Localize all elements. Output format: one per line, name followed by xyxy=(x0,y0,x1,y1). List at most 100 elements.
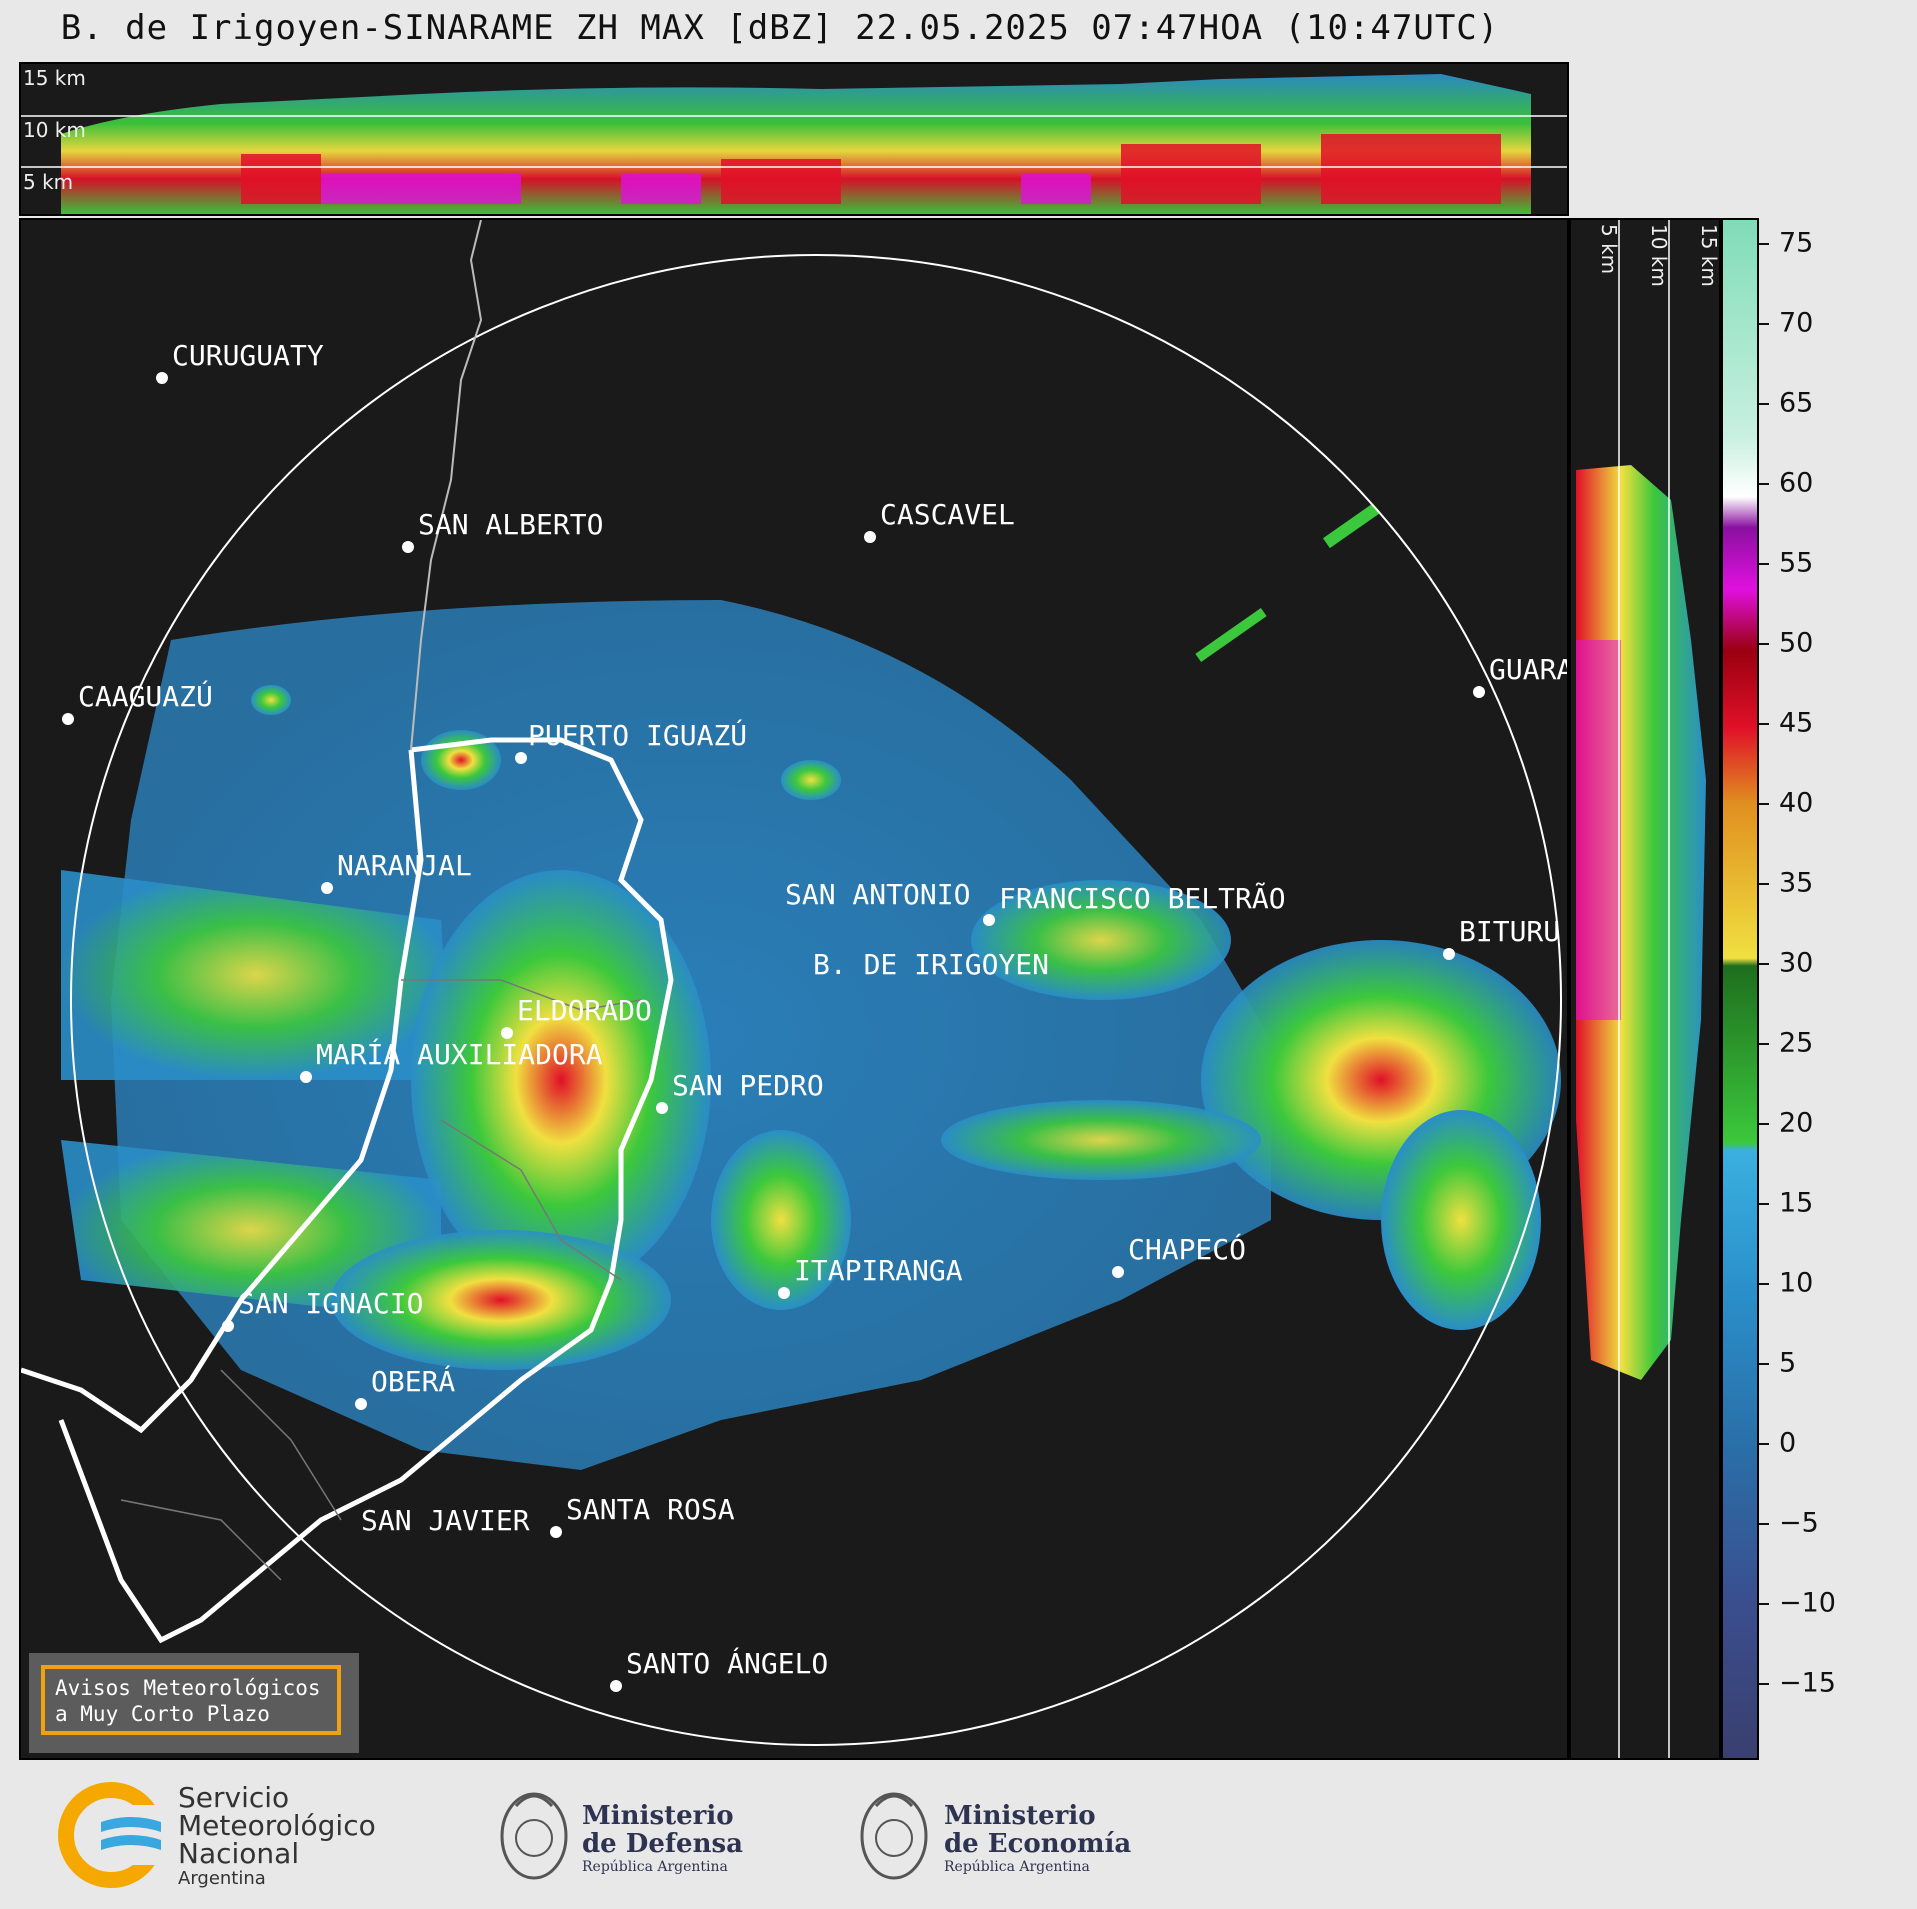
smn-logo-text: Servicio Meteorológico Nacional Argentin… xyxy=(178,1784,376,1890)
side-cross-section: 5 km 10 km 15 km xyxy=(1569,218,1721,1760)
smn-line4: Argentina xyxy=(178,1868,266,1889)
defensa-line1: Ministerio xyxy=(582,1801,734,1831)
city-marker-naranjal xyxy=(321,882,333,894)
city-label-santo-angelo: SANTO ÁNGELO xyxy=(626,1646,828,1680)
city-marker-itapiranga xyxy=(778,1287,790,1299)
colorbar-tick-label: 65 xyxy=(1779,387,1814,419)
city-label-curuguaty: CURUGUATY xyxy=(172,339,324,372)
city-label-san-javier: SAN JAVIER xyxy=(361,1504,530,1537)
colorbar-tick xyxy=(1759,1123,1769,1125)
city-label-francisco-beltrao: FRANCISCO BELTRÃO xyxy=(999,882,1286,915)
colorbar-tick-label: 15 xyxy=(1779,1187,1814,1219)
city-layer: CURUGUATY SAN ALBERTO CASCAVEL CAAGUAZÚ … xyxy=(62,339,1569,1692)
dbz-colorbar xyxy=(1721,218,1759,1760)
colorbar-tick-label: −15 xyxy=(1779,1667,1836,1699)
defensa-line3: República Argentina xyxy=(582,1859,728,1875)
smn-line1: Servicio xyxy=(178,1781,290,1814)
economia-text: Ministerio de Economía República Argenti… xyxy=(944,1802,1131,1876)
colorbar-tick xyxy=(1759,323,1769,325)
colorbar-tick xyxy=(1759,1043,1769,1045)
colorbar-tick xyxy=(1759,563,1769,565)
colorbar-tick-label: 40 xyxy=(1779,787,1814,819)
city-marker-cascavel xyxy=(864,531,876,543)
smn-line2: Meteorológico xyxy=(178,1809,376,1842)
defensa-seal-icon xyxy=(500,1792,568,1880)
side-km-label-5: 5 km xyxy=(1597,224,1621,275)
footer: Servicio Meteorológico Nacional Argentin… xyxy=(0,1762,1917,1909)
colorbar-tick-label: 30 xyxy=(1779,947,1814,979)
side-km-label-10: 10 km xyxy=(1647,224,1671,287)
map-title: B. de Irigoyen-SINARAME ZH MAX [dBZ] 22.… xyxy=(60,8,1500,48)
colorbar-tick-label: 60 xyxy=(1779,467,1814,499)
warning-legend-line2: a Muy Corto Plazo xyxy=(55,1702,270,1726)
city-label-naranjal: NARANJAL xyxy=(337,849,472,882)
city-label-santa-rosa: SANTA ROSA xyxy=(566,1493,735,1526)
city-marker-caaguazu xyxy=(62,713,74,725)
colorbar-tick xyxy=(1759,1683,1769,1685)
colorbar-tick-label: 55 xyxy=(1779,547,1814,579)
economia-seal-icon xyxy=(860,1792,928,1880)
colorbar-tick-label: 50 xyxy=(1779,627,1814,659)
city-label-cascavel: CASCAVEL xyxy=(880,498,1015,531)
colorbar-tick xyxy=(1759,1443,1769,1445)
smn-line3: Nacional xyxy=(178,1837,300,1870)
colorbar-tick xyxy=(1759,483,1769,485)
colorbar-tick-label: 70 xyxy=(1779,307,1814,339)
city-label-obera: OBERÁ xyxy=(371,1364,455,1398)
city-label-puerto-iguazu: PUERTO IGUAZÚ xyxy=(528,718,747,752)
city-marker-chapeco xyxy=(1112,1266,1124,1278)
colorbar-tick xyxy=(1759,883,1769,885)
city-label-itapiranga: ITAPIRANGA xyxy=(794,1254,963,1287)
colorbar-tick-label: 45 xyxy=(1779,707,1814,739)
city-marker-san-alberto xyxy=(402,541,414,553)
defensa-text: Ministerio de Defensa República Argentin… xyxy=(582,1802,743,1876)
colorbar-tick-label: 25 xyxy=(1779,1027,1814,1059)
colorbar-tick-label: 75 xyxy=(1779,227,1814,259)
economia-line2: de Economía xyxy=(944,1829,1132,1859)
city-label-guara: GUARA xyxy=(1489,653,1569,686)
city-label-chapeco: CHAPECÓ xyxy=(1128,1232,1246,1266)
city-marker-san-pedro xyxy=(656,1102,668,1114)
top-km-label-5: 5 km xyxy=(23,170,74,194)
colorbar-ticks: 75 70 65 60 55 50 45 40 35 30 25 20 15 10 5 0 −5 −10 −15 xyxy=(1759,218,1879,1760)
city-label-eldorado: ELDORADO xyxy=(517,994,652,1027)
city-label-san-antonio: SAN ANTONIO xyxy=(785,878,970,911)
top-cross-section: 15 km 10 km 5 km xyxy=(19,62,1569,216)
city-marker-bituru xyxy=(1443,948,1455,960)
city-marker-santa-rosa xyxy=(550,1526,562,1538)
colorbar-tick xyxy=(1759,1523,1769,1525)
city-marker-obera xyxy=(355,1398,367,1410)
colorbar-tick xyxy=(1759,1203,1769,1205)
colorbar-tick xyxy=(1759,643,1769,645)
city-marker-eldorado xyxy=(501,1027,513,1039)
radar-map: CURUGUATY SAN ALBERTO CASCAVEL CAAGUAZÚ … xyxy=(19,218,1569,1760)
colorbar-tick xyxy=(1759,723,1769,725)
economia-line3: República Argentina xyxy=(944,1859,1090,1875)
colorbar-tick-label: 10 xyxy=(1779,1267,1814,1299)
city-label-san-alberto: SAN ALBERTO xyxy=(418,508,603,541)
city-marker-guara xyxy=(1473,686,1485,698)
city-label-bituru: BITURU xyxy=(1459,915,1560,948)
warning-legend: Avisos Meteorológicos a Muy Corto Plazo xyxy=(29,1653,359,1753)
city-label-san-ignacio: SAN IGNACIO xyxy=(238,1287,423,1320)
city-marker-curuguaty xyxy=(156,372,168,384)
top-cross-section-graphic xyxy=(21,74,1567,214)
city-label-maria-auxiliadora: MARÍA AUXILIADORA xyxy=(316,1037,603,1071)
colorbar-tick-label: −5 xyxy=(1779,1507,1819,1539)
city-label-san-pedro: SAN PEDRO xyxy=(672,1069,824,1102)
city-marker-francisco-beltrao xyxy=(983,914,995,926)
side-cross-section-graphic xyxy=(1576,220,1706,1758)
colorbar-tick xyxy=(1759,803,1769,805)
top-km-label-10: 10 km xyxy=(23,118,86,142)
economia-line1: Ministerio xyxy=(944,1801,1096,1831)
colorbar-tick xyxy=(1759,243,1769,245)
colorbar-tick xyxy=(1759,403,1769,405)
colorbar-tick xyxy=(1759,1283,1769,1285)
city-marker-santo-angelo xyxy=(610,1680,622,1692)
colorbar-tick-label: 5 xyxy=(1779,1347,1797,1379)
smn-logo-icon xyxy=(58,1782,186,1888)
colorbar-tick xyxy=(1759,1363,1769,1365)
colorbar-tick-label: −10 xyxy=(1779,1587,1836,1619)
colorbar-tick xyxy=(1759,963,1769,965)
radar-map-graphic xyxy=(21,220,1562,1746)
